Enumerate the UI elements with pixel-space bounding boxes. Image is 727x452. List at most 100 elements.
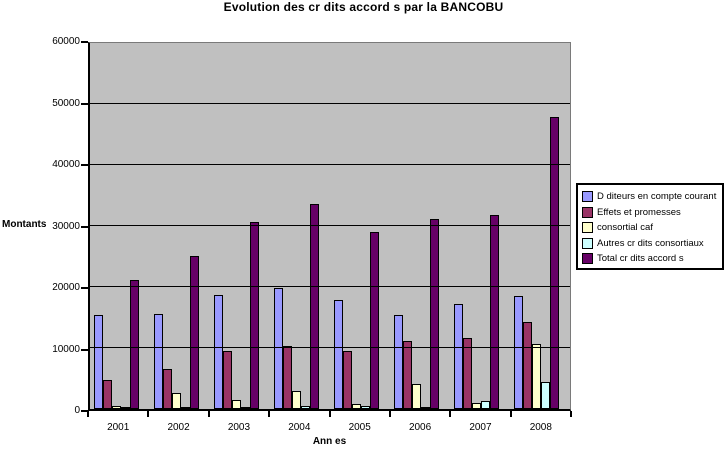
bar-group-2007 [450, 43, 510, 409]
bar-series5-2002 [190, 255, 199, 409]
y-tick [81, 102, 88, 105]
bar-series2-2002 [163, 368, 172, 409]
x-tick-label: 2006 [408, 422, 432, 433]
bar-series2-2005 [343, 351, 352, 409]
plot-area [88, 42, 571, 411]
y-tick [81, 410, 88, 412]
bar-group-2002 [150, 43, 210, 409]
x-tick [509, 411, 512, 417]
bar-series3-2007 [472, 402, 481, 409]
x-tick [449, 411, 452, 417]
x-tick-label: 2005 [348, 422, 371, 433]
x-tick-label: 2001 [107, 422, 130, 433]
x-axis-title: Ann es [312, 436, 347, 447]
x-tick [570, 411, 572, 417]
x-tick-label: 2008 [529, 422, 552, 433]
bar-series5-2008 [550, 116, 559, 409]
bar-series2-2001 [103, 379, 112, 409]
y-tick-label: 30000 [52, 220, 80, 232]
x-tick [147, 411, 150, 417]
gridline [90, 102, 570, 104]
bar-series5-2001 [130, 280, 139, 409]
bar-series5-2005 [370, 231, 379, 409]
legend-item-series1: D diteurs en compte courant [582, 189, 722, 205]
bar-series4-2001 [121, 407, 130, 409]
bar-series2-2008 [523, 322, 532, 409]
bar-series5-2006 [430, 219, 439, 409]
x-tick [87, 411, 89, 417]
bar-series2-2004 [283, 345, 292, 409]
bar-series1-2001 [94, 315, 103, 409]
gridline [90, 347, 570, 348]
x-tick [388, 411, 391, 417]
bar-series3-2008 [532, 344, 541, 409]
legend-item-series4: Autres cr dits consortiaux [582, 236, 722, 252]
y-tick [81, 225, 88, 228]
bar-group-2008 [510, 43, 570, 409]
y-tick [81, 41, 88, 43]
bar-series3-2004 [292, 391, 301, 409]
bar-group-2003 [210, 43, 270, 409]
gridline [90, 163, 570, 165]
bar-series4-2005 [361, 405, 370, 409]
bar-series1-2008 [514, 296, 523, 409]
bar-series1-2002 [154, 314, 163, 409]
gridline [90, 225, 570, 226]
bar-series3-2003 [232, 400, 241, 409]
legend-label: Effets et promesses [597, 206, 681, 218]
legend-swatch-icon [582, 206, 593, 218]
bar-series5-2007 [490, 215, 499, 409]
legend-swatch-icon [582, 237, 593, 249]
bar-series4-2008 [541, 382, 550, 409]
legend-label: Total cr dits accord s [597, 253, 684, 265]
y-axis-title: Montants [2, 219, 47, 230]
x-tick [207, 411, 210, 417]
y-tick-label: 10000 [52, 343, 80, 355]
legend: D diteurs en compte courant Effets et pro… [576, 183, 724, 270]
bar-series1-2007 [454, 304, 463, 409]
bar-series1-2006 [394, 315, 403, 409]
bar-group-2004 [270, 43, 330, 409]
y-tick-label: 60000 [52, 36, 80, 47]
bar-series3-2001 [112, 405, 121, 409]
chart-title: Evolution des cr dits accord s par la BA… [223, 0, 504, 14]
y-tick-label: 20000 [52, 282, 80, 293]
y-tick-label: 50000 [52, 97, 80, 109]
legend-swatch-icon [582, 191, 593, 203]
bar-group-2006 [390, 43, 450, 409]
legend-label: consortial caf [597, 222, 653, 234]
gridline [90, 285, 570, 287]
bar-group-2001 [90, 43, 150, 409]
x-tick [328, 411, 331, 417]
bar-series3-2006 [412, 384, 421, 409]
legend-swatch-icon [582, 222, 593, 234]
bar-series1-2004 [274, 288, 283, 409]
y-tick-label: 0 [74, 405, 80, 416]
legend-item-series5: Total cr dits accord s [582, 251, 722, 267]
bar-series2-2007 [463, 338, 472, 409]
y-tick-label: 40000 [52, 159, 80, 170]
bar-series1-2005 [334, 299, 343, 409]
y-tick [81, 164, 88, 166]
bar-series4-2003 [241, 407, 250, 409]
bar-group-2005 [330, 43, 390, 409]
bar-series3-2005 [352, 404, 361, 409]
y-tick [81, 287, 88, 289]
bar-series4-2004 [301, 405, 310, 409]
legend-item-series2: Effets et promesses [582, 205, 722, 221]
bar-series2-2006 [403, 340, 412, 409]
x-tick-label: 2004 [288, 422, 311, 433]
bar-series5-2003 [250, 221, 259, 409]
bar-series3-2002 [172, 392, 181, 409]
bar-series5-2004 [310, 204, 319, 409]
y-tick [81, 348, 88, 351]
bar-groups [90, 43, 570, 409]
x-tick-label: 2003 [227, 422, 251, 433]
bar-series4-2002 [181, 406, 190, 409]
bar-series4-2006 [421, 407, 430, 409]
legend-swatch-icon [582, 253, 593, 265]
x-tick-label: 2007 [469, 422, 492, 433]
bar-series4-2007 [481, 401, 490, 409]
x-tick [268, 411, 271, 417]
